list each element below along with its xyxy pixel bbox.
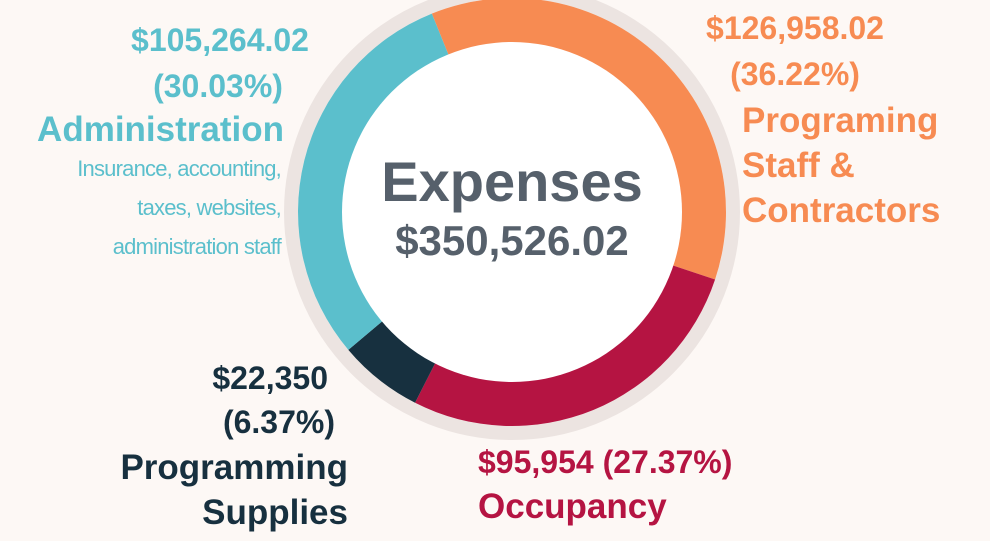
percent-label: (30.03%) — [153, 68, 283, 104]
percent-text: (27.37%) — [602, 444, 733, 480]
center-disc — [342, 42, 682, 382]
amount-label: $95,954 (27.37%) — [478, 446, 732, 478]
amount-label: $105,264.02 — [131, 22, 309, 58]
annotation-line: taxes, websites, — [137, 195, 282, 220]
total-label: $350,526.02 — [395, 217, 629, 264]
donut-segment — [348, 318, 438, 403]
arcs — [298, 0, 726, 426]
annotation-line: Insurance, accounting, — [77, 156, 282, 181]
amount-text: $95,954 — [478, 444, 594, 480]
percent-label: (6.37%) — [222, 404, 335, 440]
annotation-line: administration staff — [112, 234, 282, 259]
amount-label: $126,958.02 — [706, 10, 884, 46]
donut-segment — [415, 264, 716, 426]
outer-ring — [284, 0, 740, 440]
category-label: Administration — [37, 110, 284, 149]
percent-label: (36.22%) — [730, 56, 860, 92]
chart-title: Expenses — [381, 150, 643, 213]
category-label: Occupancy — [478, 487, 667, 526]
category-label: Programming Supplies — [120, 448, 348, 532]
amount-label: $22,350 — [212, 360, 328, 396]
donut-segment — [431, 0, 726, 280]
category-label: Programing Staff & Contractors — [742, 101, 941, 230]
donut-segment — [298, 13, 451, 350]
